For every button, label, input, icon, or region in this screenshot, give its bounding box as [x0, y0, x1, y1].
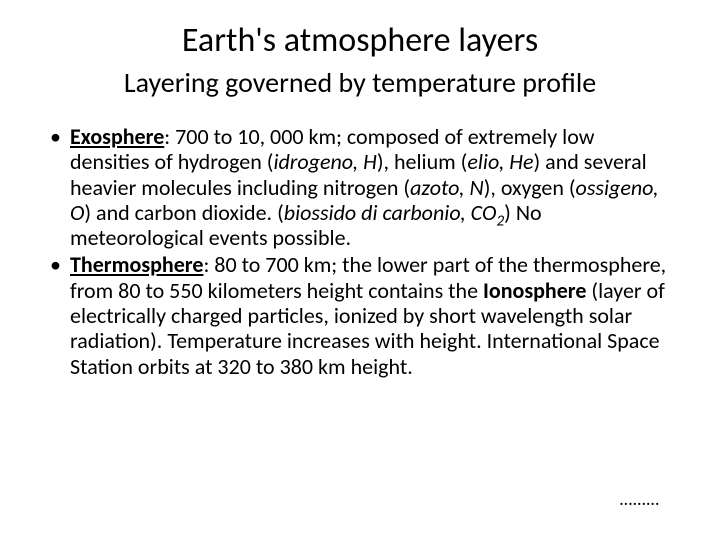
text: ), oxygen ( [484, 174, 576, 201]
italic-azoto: azoto, N [410, 174, 484, 201]
bullet-exosphere: Exosphere: 700 to 10, 000 km; composed o… [48, 124, 672, 250]
term-thermosphere: Thermosphere [70, 251, 203, 278]
bullet-list: Exosphere: 700 to 10, 000 km; composed o… [48, 124, 672, 379]
bullet-thermosphere: Thermosphere: 80 to 700 km; the lower pa… [48, 252, 672, 378]
text: ), helium ( [377, 148, 468, 175]
term-ionosphere: Ionosphere [483, 277, 586, 304]
text: ) and carbon dioxide. ( [84, 199, 283, 226]
italic-elio: elio, He [467, 148, 533, 175]
italic-idrogeno: idrogeno, H [273, 148, 376, 175]
italic-co2: biossido di carbonio, CO2 [284, 199, 504, 226]
slide-subtitle: Layering governed by temperature profile [48, 65, 672, 100]
term-exosphere: Exosphere [70, 123, 164, 150]
continuation-ellipsis: ……… [620, 488, 660, 510]
slide-title: Earth's atmosphere layers [48, 20, 672, 61]
